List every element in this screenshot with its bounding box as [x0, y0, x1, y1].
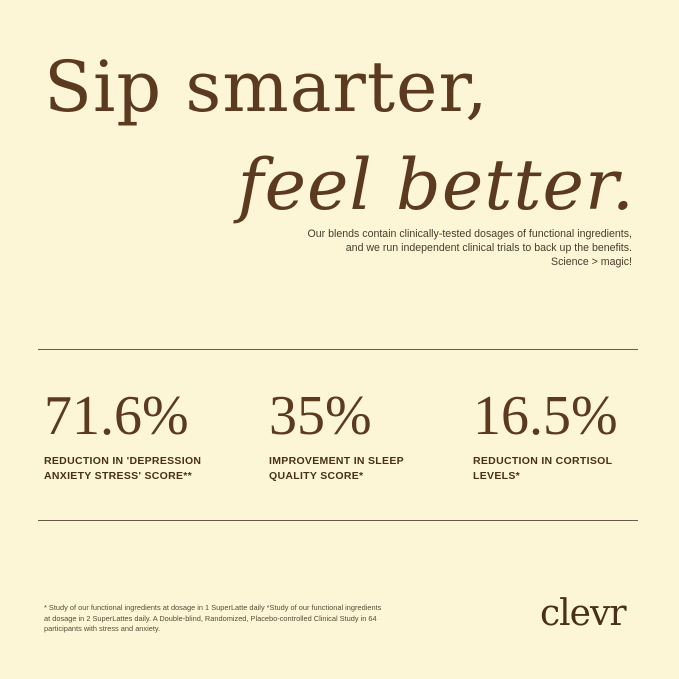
- stat-cortisol: 16.5% REDUCTION IN CORTISOL LEVELS*: [473, 388, 618, 484]
- headline-line-1: Sip smarter,: [44, 46, 489, 128]
- stat-label: REDUCTION IN 'DEPRESSION ANXIETY STRESS' …: [44, 454, 201, 484]
- stat-label: IMPROVEMENT IN SLEEP QUALITY SCORE*: [269, 454, 404, 484]
- stat-value: 16.5%: [473, 385, 618, 447]
- stat-label-line: LEVELS*: [473, 470, 521, 482]
- brand-logo: clevr: [540, 593, 627, 634]
- stat-sleep: 35% IMPROVEMENT IN SLEEP QUALITY SCORE*: [269, 388, 404, 484]
- subtext-line: Our blends contain clinically-tested dos…: [307, 228, 632, 240]
- divider-bottom: [38, 520, 638, 521]
- stat-label-line: REDUCTION IN CORTISOL: [473, 455, 613, 467]
- stat-label-line: IMPROVEMENT IN SLEEP: [269, 455, 404, 467]
- stat-label-line: ANXIETY STRESS' SCORE**: [44, 470, 193, 482]
- footnote-line: at dosage in 2 SuperLattes daily. A Doub…: [44, 613, 377, 623]
- subtext-line: and we run independent clinical trials t…: [345, 242, 632, 254]
- stat-label-line: QUALITY SCORE*: [269, 470, 364, 482]
- footnote: * Study of our functional ingredients at…: [44, 603, 444, 635]
- subtext-line: Science > magic!: [551, 256, 632, 268]
- stat-label-line: REDUCTION IN 'DEPRESSION: [44, 455, 202, 467]
- stat-label: REDUCTION IN CORTISOL LEVELS*: [473, 454, 618, 484]
- headline-line-2: feel better.: [237, 144, 635, 226]
- divider-top: [38, 349, 638, 350]
- stat-value: 71.6%: [44, 385, 189, 447]
- footnote-line: * Study of our functional ingredients at…: [44, 603, 382, 612]
- subtext: Our blends contain clinically-tested dos…: [232, 227, 632, 269]
- footnote-line: participants with stress and anxiety.: [44, 624, 161, 633]
- stat-depression: 71.6% REDUCTION IN 'DEPRESSION ANXIETY ST…: [44, 388, 201, 484]
- stat-value: 35%: [269, 385, 372, 447]
